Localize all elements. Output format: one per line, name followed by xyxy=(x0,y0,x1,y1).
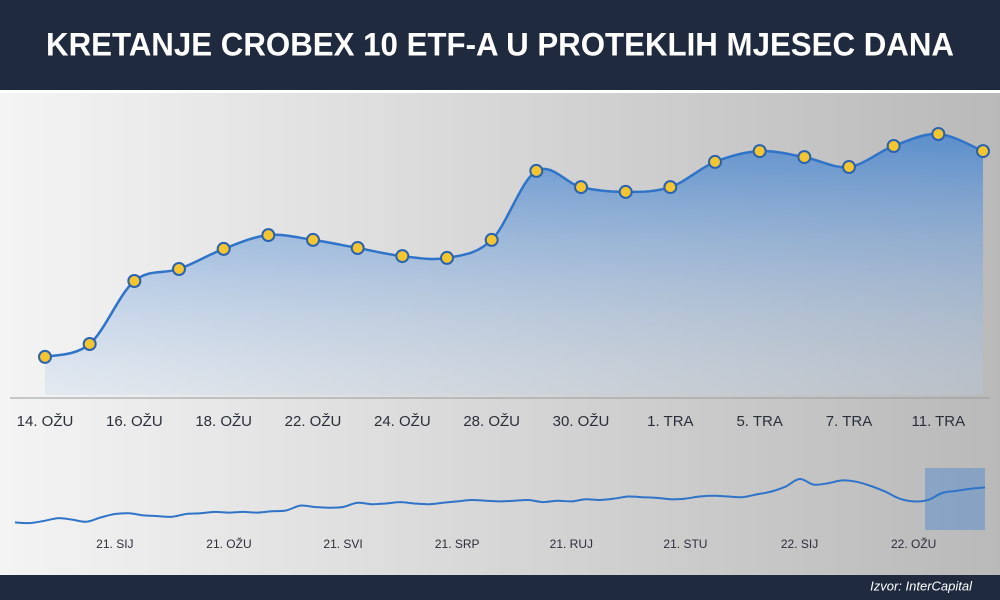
marker xyxy=(261,228,276,243)
x-tick-label: 21. RUJ xyxy=(550,537,593,551)
marker xyxy=(886,139,901,153)
x-tick-label: 14. OŽU xyxy=(17,413,74,430)
header-rule xyxy=(0,90,1000,93)
marker xyxy=(82,337,97,351)
marker xyxy=(350,241,365,255)
x-tick-label: 28. OŽU xyxy=(463,413,520,430)
x-tick-label: 22. SIJ xyxy=(781,537,818,551)
marker xyxy=(38,349,52,364)
marker xyxy=(529,163,544,178)
x-tick-label: 21. SVI xyxy=(323,537,362,551)
marker xyxy=(395,249,410,264)
x-tick-label: 5. TRA xyxy=(736,413,782,430)
x-tick-label: 7. TRA xyxy=(826,413,872,430)
x-tick-label: 21. STU xyxy=(663,537,707,551)
header-bar xyxy=(0,0,1000,90)
x-tick-label: 24. OŽU xyxy=(374,413,431,430)
marker xyxy=(752,144,767,159)
marker xyxy=(618,184,633,199)
x-tick-label: 18. OŽU xyxy=(195,413,252,430)
x-tick-label: 21. OŽU xyxy=(206,536,251,551)
x-tick-label: 16. OŽU xyxy=(106,413,163,430)
main-chart: 14. OŽU 16. OŽU 18. OŽU 22. OŽU 24. OŽU 28. O… xyxy=(17,127,990,430)
marker xyxy=(976,144,990,159)
x-tick-label: 30. OŽU xyxy=(553,413,610,430)
marker xyxy=(574,180,588,195)
source: Izvor: InterCapital xyxy=(870,578,973,593)
x-tick-label: 22. OŽU xyxy=(891,536,936,551)
area xyxy=(45,133,983,396)
footer-bar xyxy=(0,575,1000,600)
x-tick-label: 1. TRA xyxy=(647,413,693,430)
overview-chart: 21. SIJ 21. OŽU 21. SVI 21. SRP 21. RUJ 21. S… xyxy=(14,478,986,551)
marker xyxy=(306,232,320,247)
selection-window xyxy=(925,468,985,530)
x-tick-label: 21. SRP xyxy=(435,537,480,551)
x-tick-label: 11. TRA xyxy=(912,413,966,430)
marker xyxy=(797,150,812,165)
marker xyxy=(663,180,678,195)
line xyxy=(14,478,986,525)
x-tick-label: 22. OŽU xyxy=(285,413,342,430)
marker xyxy=(216,241,231,256)
line xyxy=(44,132,984,359)
marker xyxy=(842,160,856,174)
x-tick-label: 21. SIJ xyxy=(96,537,133,551)
marker xyxy=(484,232,499,247)
marker xyxy=(172,262,186,276)
title: KRETANJE CROBEX 10 ETF-A U PROTEKLIH MJE… xyxy=(46,26,954,62)
marker xyxy=(708,154,722,169)
marker xyxy=(440,250,454,265)
marker xyxy=(127,274,142,288)
marker xyxy=(931,127,946,141)
